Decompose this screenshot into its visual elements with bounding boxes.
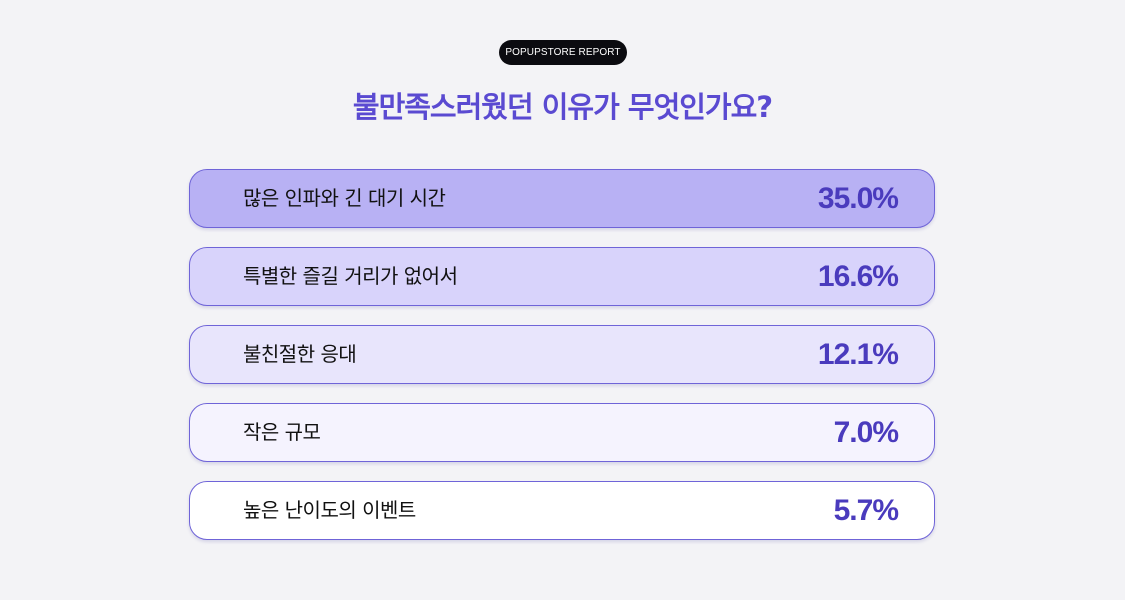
response-percentage: 16.6% [817, 260, 899, 293]
response-row: 많은 인파와 긴 대기 시간 35.0% [189, 169, 935, 228]
report-badge: POPUPSTORE REPORT [499, 40, 627, 65]
response-row: 불친절한 응대 12.1% [189, 325, 935, 384]
response-list: 많은 인파와 긴 대기 시간 35.0% 특별한 즐길 거리가 없어서 16.6… [189, 169, 935, 559]
response-label: 많은 인파와 긴 대기 시간 [243, 186, 446, 210]
response-label: 작은 규모 [243, 420, 321, 444]
response-percentage: 7.0% [833, 416, 899, 449]
response-percentage: 12.1% [817, 338, 899, 371]
response-row: 특별한 즐길 거리가 없어서 16.6% [189, 247, 935, 306]
response-row: 높은 난이도의 이벤트 5.7% [189, 481, 935, 540]
response-percentage: 35.0% [817, 182, 899, 215]
response-percentage: 5.7% [833, 494, 899, 527]
page-title: 불만족스러웠던 이유가 무엇인가요? [352, 90, 773, 124]
response-label: 특별한 즐길 거리가 없어서 [243, 264, 458, 288]
response-label: 높은 난이도의 이벤트 [243, 498, 416, 522]
response-label: 불친절한 응대 [243, 342, 357, 366]
response-row: 작은 규모 7.0% [189, 403, 935, 462]
